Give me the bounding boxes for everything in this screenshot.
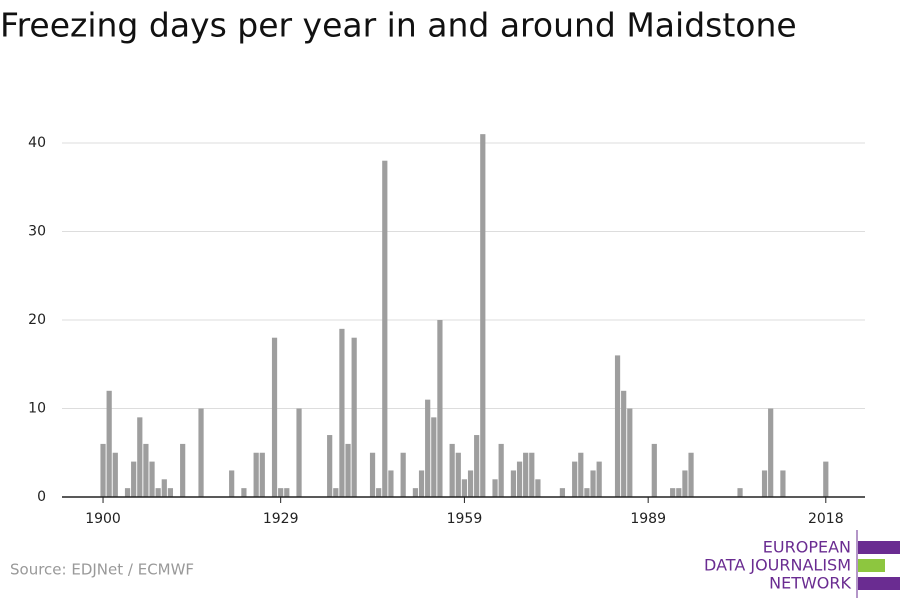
bar	[253, 452, 259, 497]
bar	[180, 443, 186, 497]
bar	[241, 488, 247, 497]
bar	[516, 461, 523, 497]
bar	[327, 435, 333, 497]
bar	[449, 443, 455, 497]
logo-text: EUROPEAN	[763, 538, 851, 557]
bar	[578, 452, 584, 497]
logo-bar	[858, 577, 900, 590]
bar	[780, 470, 786, 497]
logo-bar	[858, 541, 900, 554]
bar	[590, 470, 596, 497]
bar	[296, 408, 302, 497]
bar	[584, 488, 590, 497]
bar	[106, 390, 112, 497]
bar	[382, 160, 388, 497]
logo-text: DATA JOURNALISM	[704, 556, 851, 575]
bar	[510, 470, 517, 497]
bar	[339, 328, 345, 497]
bar	[161, 479, 167, 497]
bar	[167, 488, 174, 497]
bar	[412, 488, 419, 497]
bar	[425, 399, 431, 497]
bar	[259, 452, 265, 497]
bar	[737, 488, 743, 497]
bar	[278, 488, 284, 497]
bar	[400, 452, 406, 497]
bar	[455, 452, 461, 497]
bar	[498, 443, 504, 497]
bar	[345, 443, 351, 497]
y-tick-label: 30	[28, 224, 46, 240]
y-tick-label: 40	[28, 135, 46, 151]
bar	[596, 461, 602, 497]
bar	[131, 461, 137, 497]
chart-title: Freezing days per year in and around Mai…	[0, 6, 797, 45]
logo-text: NETWORK	[769, 574, 851, 593]
bar	[559, 488, 566, 497]
bar	[768, 408, 774, 497]
x-tick-label: 1929	[263, 511, 299, 527]
source: Source: EDJNet / ECMWF	[10, 561, 194, 579]
x-tick-label: 1900	[85, 511, 121, 527]
bar	[614, 355, 621, 497]
bar	[124, 488, 131, 497]
bar	[437, 320, 443, 497]
bar	[688, 452, 694, 497]
bar	[627, 408, 633, 497]
bar	[474, 435, 480, 497]
bar	[284, 488, 290, 497]
logo: EUROPEAN DATA JOURNALISM NETWORK	[704, 530, 900, 598]
bar	[155, 488, 161, 497]
bar	[388, 470, 394, 497]
y-tick-label: 0	[37, 489, 46, 505]
bar	[271, 337, 278, 497]
bar	[492, 479, 498, 497]
logo-bar	[858, 559, 885, 572]
bar	[467, 470, 474, 497]
bar	[572, 461, 578, 497]
bar	[676, 488, 682, 497]
bar	[198, 408, 204, 497]
x-tick-label: 1989	[630, 511, 666, 527]
bar	[376, 488, 382, 497]
bar	[229, 470, 235, 497]
bar	[333, 488, 339, 497]
bar	[143, 443, 149, 497]
bar	[535, 479, 541, 497]
bar	[761, 470, 768, 497]
bar	[431, 417, 437, 497]
bar	[369, 452, 376, 497]
bar	[621, 390, 627, 497]
x-tick-label: 1959	[447, 511, 483, 527]
bar	[670, 488, 676, 497]
bar	[351, 337, 357, 497]
bar	[651, 443, 657, 497]
bar	[418, 470, 425, 497]
bar	[100, 443, 106, 497]
bar	[149, 461, 155, 497]
bar	[137, 417, 143, 497]
bar	[480, 134, 486, 497]
bar	[461, 479, 468, 497]
bar	[682, 470, 688, 497]
bar	[112, 452, 118, 497]
bar	[529, 452, 535, 497]
x-tick-label: 2018	[808, 511, 844, 527]
bar	[823, 461, 829, 497]
bar	[523, 452, 529, 497]
y-tick-label: 20	[28, 312, 46, 328]
y-tick-label: 10	[28, 401, 46, 417]
